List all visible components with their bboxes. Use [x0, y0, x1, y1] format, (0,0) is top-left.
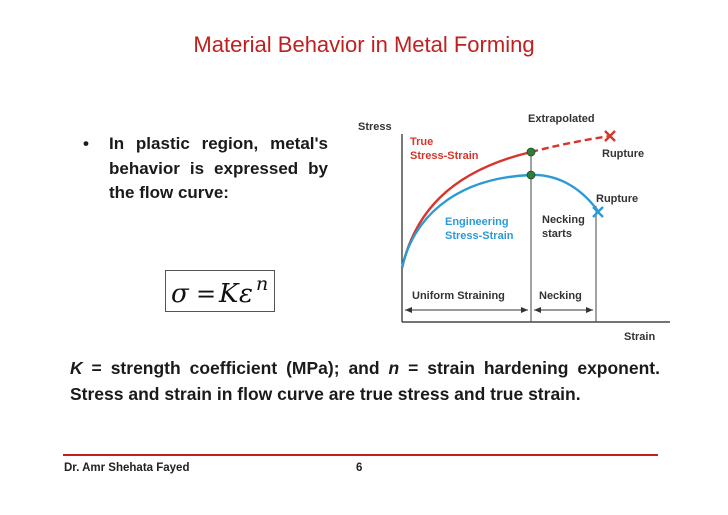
- true-stress-strain-curve: [400, 150, 532, 269]
- formula-equals: =: [196, 280, 216, 308]
- necking-arrow-right: [586, 307, 593, 313]
- bullet-text: In plastic region, metal's behavior is e…: [109, 134, 328, 202]
- true-rupture-marker: [604, 130, 616, 142]
- engineering-curve-label-line1: Engineering: [445, 216, 509, 228]
- formula-k: K: [218, 279, 240, 309]
- formula-epsilon: ε: [239, 279, 253, 309]
- stress-strain-diagram: Stress Strain Uniform Straining Necking …: [358, 113, 670, 343]
- true-necking-marker: [526, 147, 536, 157]
- formula-exponent-n: n: [256, 273, 268, 295]
- axis-x-label: Strain: [624, 331, 655, 343]
- extrapolated-label: Extrapolated: [528, 113, 595, 125]
- bullet-point: • In plastic region, metal's behavior is…: [83, 132, 328, 206]
- uniform-arrow-right: [521, 307, 528, 313]
- n-symbol: n: [388, 358, 400, 378]
- rupture-engineering-label: Rupture: [596, 193, 638, 205]
- bullet-symbol: •: [83, 134, 89, 153]
- true-curve-label-line1: True: [410, 136, 433, 148]
- k-symbol: K: [70, 358, 83, 378]
- coefficient-explanation: K = strength coefficient (MPa); and n = …: [70, 355, 660, 407]
- necking-starts-label-line1: Necking: [542, 214, 585, 226]
- necking-arrow-left: [534, 307, 541, 313]
- engineering-necking-marker: [526, 170, 536, 180]
- uniform-arrow-left: [405, 307, 412, 313]
- rupture-true-label: Rupture: [602, 148, 644, 160]
- engineering-stress-strain-curve: [400, 173, 599, 269]
- page-number: 6: [356, 462, 363, 474]
- footer-divider: [63, 454, 658, 456]
- k-description: = strength coefficient (MPa); and: [82, 358, 389, 378]
- axis-y-label: Stress: [358, 121, 392, 133]
- region-uniform-label: Uniform Straining: [412, 290, 505, 302]
- necking-starts-label-line2: starts: [542, 228, 572, 240]
- formula-sigma: σ: [171, 279, 190, 309]
- region-necking-label: Necking: [539, 290, 582, 302]
- true-curve-label-line2: Stress-Strain: [410, 150, 479, 162]
- n-description: = strain hardening exponent. Stress and …: [70, 358, 660, 404]
- footer-author: Dr. Amr Shehata Fayed: [64, 462, 190, 474]
- true-curve-extrapolated: [530, 134, 611, 154]
- engineering-rupture-marker: [592, 206, 604, 218]
- flow-curve-formula: σ = K ε n: [165, 270, 275, 312]
- engineering-curve-label-line2: Stress-Strain: [445, 230, 514, 242]
- slide-title: Material Behavior in Metal Forming: [193, 32, 535, 57]
